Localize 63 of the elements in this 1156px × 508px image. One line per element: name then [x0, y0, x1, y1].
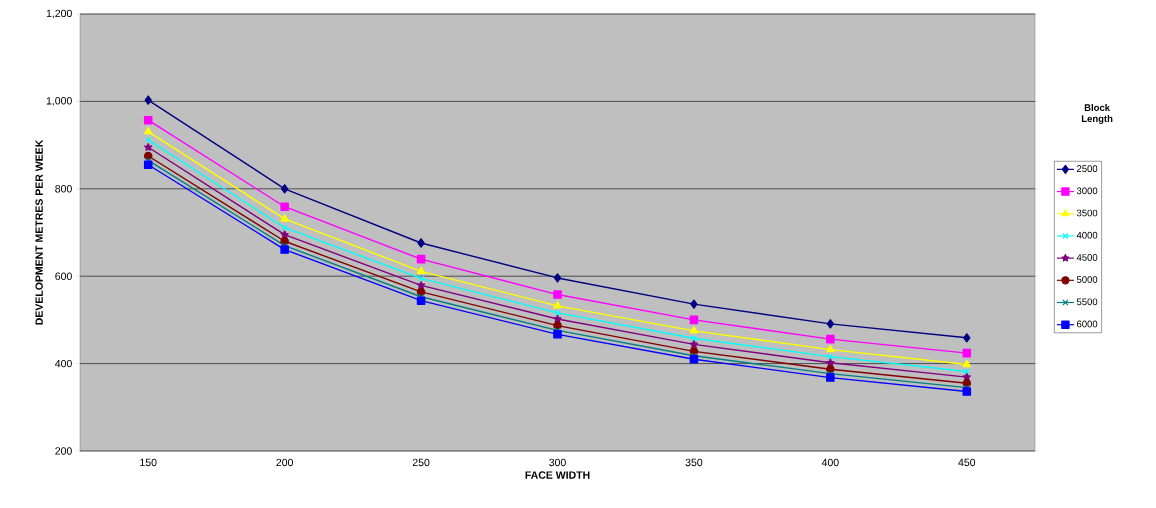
- point: [416, 296, 426, 305]
- x-tick-label: 250: [412, 458, 430, 467]
- point: [280, 245, 289, 254]
- point: [280, 202, 289, 211]
- x-tick-label: 450: [958, 458, 976, 467]
- point: [416, 281, 426, 289]
- point: [280, 184, 289, 194]
- point: [826, 319, 835, 329]
- legend-label: 4500: [1076, 254, 1098, 261]
- point: [962, 359, 971, 368]
- point: [962, 348, 972, 358]
- point: [553, 314, 562, 323]
- point: [144, 95, 152, 105]
- point: [554, 309, 561, 317]
- legend-label: 2500: [1077, 165, 1098, 172]
- point: [553, 301, 562, 309]
- point: [689, 326, 699, 334]
- legend-label: 3500: [1076, 209, 1098, 217]
- y-tick-label: 800: [55, 185, 72, 193]
- point: [143, 115, 153, 125]
- point: [416, 266, 426, 275]
- point: [963, 333, 971, 343]
- point: [280, 214, 289, 222]
- point: [144, 143, 153, 151]
- y-tick-label: 400: [55, 359, 72, 368]
- y-tick-label: 1,200: [46, 9, 72, 19]
- point: [280, 236, 289, 246]
- legend-title: Block Length: [1081, 104, 1113, 124]
- point: [553, 273, 562, 283]
- legend-label: 5000: [1076, 276, 1098, 283]
- point: [690, 299, 698, 309]
- x-tick-label: 400: [821, 458, 839, 467]
- y-tick-label: 600: [55, 272, 72, 280]
- legend-label: 4000: [1076, 231, 1098, 239]
- point: [689, 340, 699, 348]
- point: [689, 315, 699, 325]
- point: [143, 160, 153, 170]
- point: [417, 238, 425, 248]
- y-tick-label: 1,000: [46, 97, 72, 106]
- y-tick-label: 200: [55, 447, 72, 455]
- legend-label: 5500: [1076, 298, 1098, 306]
- legend-label: 3000: [1076, 187, 1098, 195]
- point: [963, 368, 970, 375]
- point: [826, 334, 835, 344]
- point: [144, 126, 153, 135]
- y-axis-title: DEVELOPMENT METRES PER WEEK: [35, 139, 43, 325]
- point: [826, 358, 835, 367]
- x-tick-label: 350: [685, 458, 703, 467]
- x-tick-label: 200: [276, 458, 293, 467]
- point: [962, 387, 972, 396]
- point: [689, 354, 699, 364]
- point: [826, 373, 835, 382]
- point: [417, 275, 425, 282]
- point: [690, 335, 698, 342]
- point: [280, 230, 289, 239]
- point: [553, 330, 562, 339]
- legend-label: 6000: [1077, 320, 1098, 328]
- x-tick-label: 150: [140, 458, 157, 467]
- x-axis-title: FACE WIDTH: [525, 471, 590, 479]
- x-tick-label: 300: [549, 458, 566, 467]
- point: [826, 344, 835, 353]
- point: [962, 372, 971, 381]
- point: [553, 290, 562, 299]
